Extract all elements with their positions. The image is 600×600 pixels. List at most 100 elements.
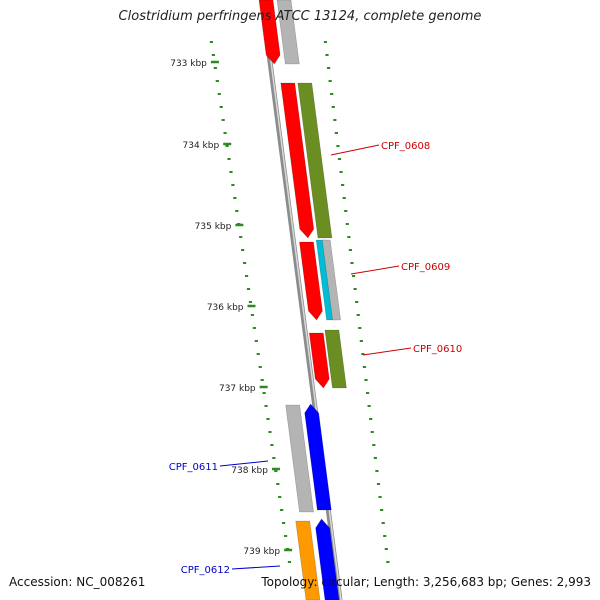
gene-label-leader — [350, 265, 400, 275]
gene-box-gray-0611 — [285, 404, 314, 513]
gene-arrow-red-top — [258, 0, 281, 65]
ruler-dot-left — [254, 340, 258, 342]
ruler-dot-left — [239, 236, 243, 238]
gene-box-olive-0608 — [297, 82, 333, 239]
ruler-dot-left — [231, 184, 235, 186]
ruler-dot-left — [227, 158, 231, 160]
map-title: Clostridium perfringens ATCC 13124, comp… — [118, 9, 482, 24]
ruler-dot-left — [223, 132, 227, 134]
ruler-dot-left — [211, 54, 216, 56]
ruler-dot-right — [351, 275, 356, 277]
gene-label: CPF_0611 — [169, 462, 218, 473]
ruler-dot-right — [330, 93, 334, 95]
ruler-dot-right — [375, 470, 379, 472]
ruler-tick-label: 733 kbp — [170, 59, 207, 69]
ruler-dot-right — [331, 106, 335, 108]
ruler-dot-right — [342, 197, 346, 199]
ruler-dot-right — [348, 249, 353, 251]
ruler-dot-left — [235, 210, 239, 212]
ruler-dot-right — [334, 132, 338, 134]
gene-box-gray-0609 — [321, 239, 341, 321]
ruler-tick-label: 735 kbp — [195, 222, 232, 232]
ruler-dot-right — [337, 158, 342, 160]
ruler-dot-right — [383, 535, 387, 537]
ruler-dot-right — [323, 41, 328, 43]
ruler-dot-left — [221, 119, 225, 121]
ruler-dot-left — [248, 301, 253, 303]
ruler-dot-left — [225, 145, 229, 147]
ruler-dot-left — [262, 392, 266, 394]
ruler-dot-right — [358, 327, 362, 329]
ruler-dot-left — [270, 444, 274, 446]
ruler-dot-left — [229, 171, 233, 173]
ruler-dot-right — [359, 340, 363, 342]
gene-label-leader — [219, 460, 269, 467]
gene-box-gray-top — [276, 0, 300, 65]
gene-arrow-blue-0611 — [304, 403, 332, 511]
gene-label-leader — [231, 565, 281, 570]
ruler-dot-left — [219, 106, 223, 108]
ruler-dot-left — [213, 67, 217, 69]
ruler-dot-right — [344, 210, 348, 212]
ruler-tick-label: 737 kbp — [219, 384, 256, 394]
ruler-dot-left — [283, 535, 288, 537]
ruler-dot-right — [333, 119, 337, 121]
ruler-dot-right — [380, 509, 384, 511]
ruler-dot-right — [384, 548, 388, 550]
ruler-dot-right — [336, 145, 340, 147]
ruler-dot-left — [282, 522, 286, 524]
ruler-dot-left — [272, 457, 276, 459]
ruler-dot-left — [217, 93, 221, 95]
ruler-dot-right — [369, 418, 373, 420]
ruler-dot-right — [347, 236, 351, 238]
ruler-dot-right — [328, 80, 332, 82]
ruler-dot-left — [278, 496, 282, 498]
ruler-dot-right — [376, 483, 381, 485]
ruler-dot-left — [274, 470, 278, 472]
gene-label-leader — [362, 347, 412, 356]
ruler-dot-right — [362, 366, 367, 368]
gene-box-orange-0612 — [295, 520, 321, 600]
ruler-tick-label: 738 kbp — [231, 466, 268, 476]
ruler-dot-right — [386, 561, 390, 563]
ruler-dot-left — [209, 41, 214, 43]
ruler-dot-right — [353, 288, 357, 290]
ruler-dot-left — [268, 431, 272, 433]
ruler-dot-left — [264, 405, 268, 407]
gene-label: CPF_0610 — [413, 344, 462, 355]
genome-summary-text: Topology: circular; Length: 3,256,683 bp… — [261, 575, 591, 589]
ruler-dot-right — [339, 171, 343, 173]
ruler-dot-left — [244, 275, 249, 277]
ruler-dot-right — [365, 392, 370, 394]
gene-arrow-red-0608 — [280, 82, 315, 239]
ruler-dot-right — [370, 431, 374, 433]
ruler-dot-right — [341, 184, 345, 186]
gene-arrow-red-0609 — [299, 241, 323, 321]
ruler-dot-left — [287, 561, 292, 563]
accession-text: Accession: NC_008261 — [9, 575, 146, 589]
ruler-dot-right — [355, 301, 359, 303]
ruler-dot-right — [326, 67, 331, 69]
ruler-dot-left — [215, 80, 219, 82]
ruler-dot-right — [325, 54, 329, 56]
ruler-dot-right — [361, 353, 365, 355]
ruler-dot-left — [266, 418, 270, 420]
ruler-dot-right — [356, 314, 360, 316]
ruler-dot-right — [381, 522, 385, 524]
ruler-dot-left — [246, 288, 251, 290]
ruler-dot-right — [373, 457, 377, 459]
ruler-dot-right — [378, 496, 382, 498]
ruler-dot-left — [276, 483, 280, 485]
ruler-dot-right — [350, 262, 354, 264]
gene-label: CPF_0609 — [401, 262, 450, 273]
ruler-dot-right — [345, 223, 349, 225]
ruler-dot-left — [280, 509, 284, 511]
gene-label: CPF_0608 — [381, 141, 430, 152]
ruler-dot-right — [367, 405, 371, 407]
ruler-dot-right — [372, 444, 376, 446]
ruler-dot-left — [241, 249, 245, 251]
ruler-dot-left — [252, 327, 256, 329]
ruler-tick-label: 736 kbp — [207, 303, 244, 313]
